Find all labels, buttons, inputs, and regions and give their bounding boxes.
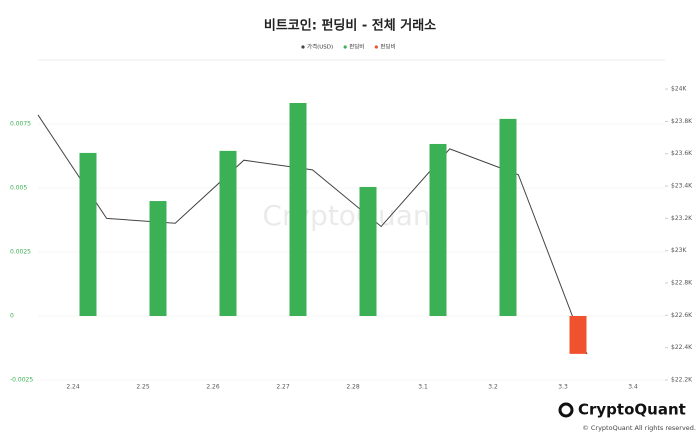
y2-tick-label: $24K [671,86,687,93]
legend-swatch [374,45,378,49]
bar [79,152,97,316]
x-tick-label: 2.27 [276,384,290,391]
y2-tick-label: $23.8K [671,118,693,125]
y2-tick-label: $22.8K [671,280,693,287]
legend-swatch [343,45,347,49]
x-tick-label: 2.24 [66,384,80,391]
bar [569,316,587,354]
x-tick-label: 3.2 [488,384,498,391]
y-tick-label: 0.0075 [10,121,31,128]
x-tick-label: 2.25 [136,384,150,391]
y2-tick-label: $23K [671,247,687,254]
y-tick-label: -0.0025 [10,377,33,384]
y2-tick-label: $22.6K [671,312,693,319]
y2-tick-label: $23.4K [671,183,693,190]
bar [149,201,167,316]
copyright: © CryptoQuant All rights reserved. [582,424,696,432]
legend-label: 가격(USD) [307,43,333,51]
logo: CryptoQuant [558,401,686,419]
x-tick-label: 3.1 [418,384,428,391]
legend-label: 펀딩비 [380,43,395,51]
bar [359,186,377,316]
logo-icon [558,402,574,418]
x-tick-label: 3.3 [558,384,568,391]
watermark: CryptoQuant [262,199,441,232]
legend-label: 펀딩비 [349,43,364,51]
bar [289,103,307,317]
bar [499,118,517,316]
y-tick-label: 0 [10,313,14,320]
y2-tick-label: $23.6K [671,150,693,157]
chart-title: 비트코인: 펀딩비 - 전체 거래소 [264,18,436,34]
x-tick-label: 2.26 [206,384,220,391]
legend-swatch [301,45,305,49]
y2-tick-label: $22.4K [671,344,693,351]
bar [429,143,447,316]
x-tick-label: 3.4 [628,384,638,391]
y2-tick-label: $23.2K [671,215,693,222]
y2-tick-label: $22.2K [671,377,693,384]
bar [219,150,237,316]
x-tick-label: 2.28 [346,384,360,391]
price-line [37,114,588,355]
brand: CryptoQuant [578,401,686,419]
y-tick-label: 0.0025 [10,249,31,256]
y-tick-label: 0.005 [10,185,27,192]
